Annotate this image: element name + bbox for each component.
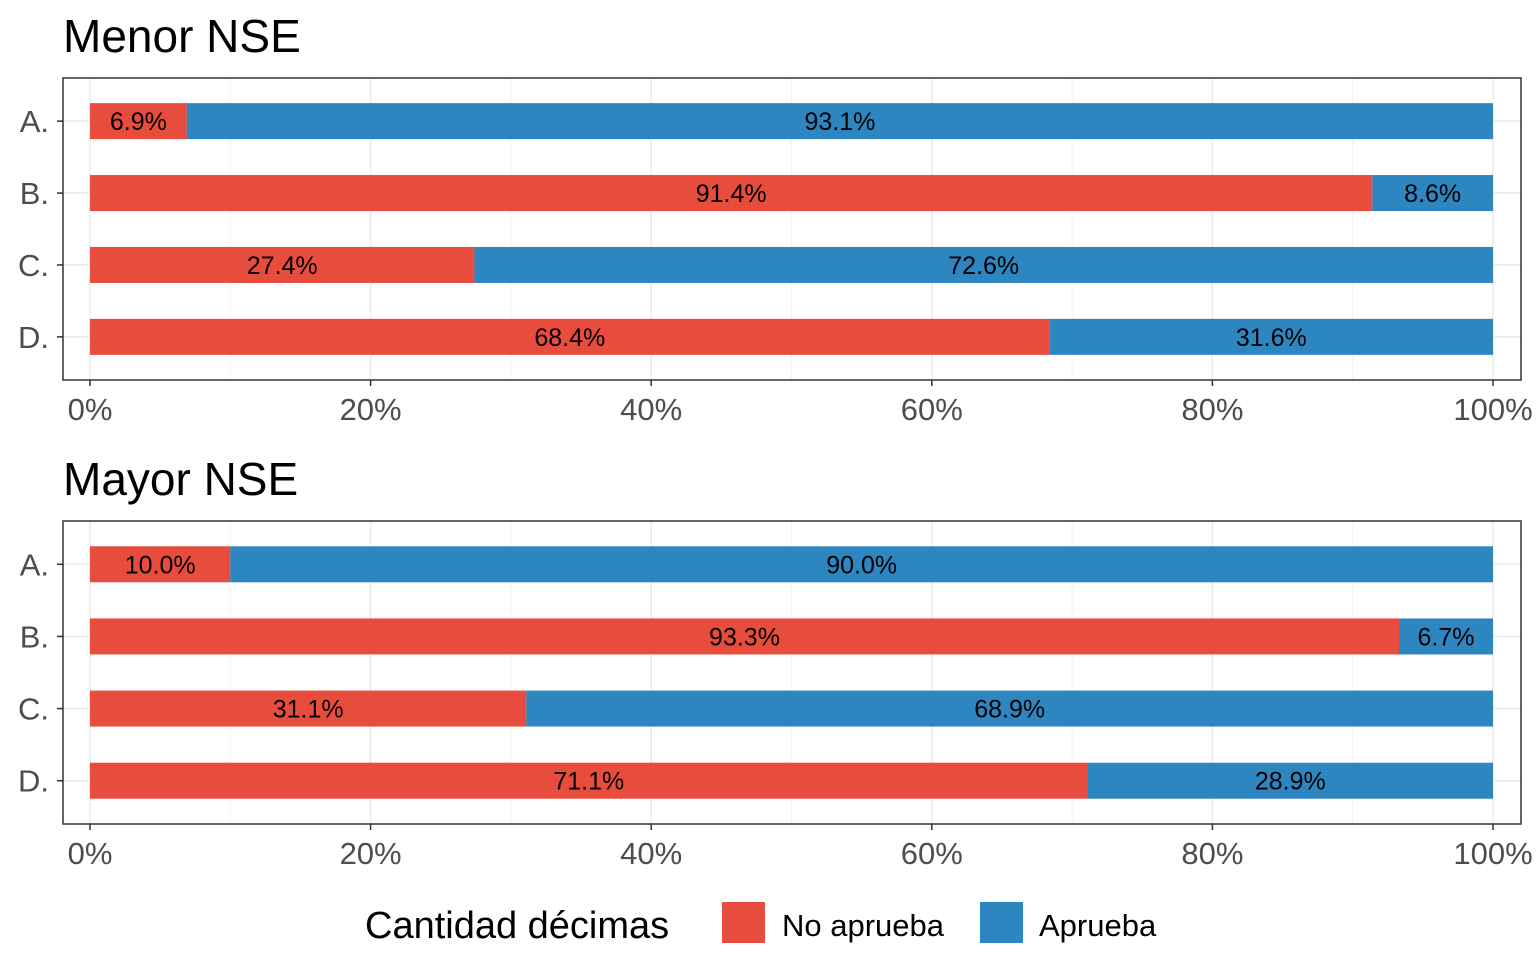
category-label: A.	[20, 104, 49, 139]
legend-title: Cantidad décimas	[365, 905, 669, 947]
category-label: B.	[20, 176, 49, 211]
bar-aprueba	[1087, 762, 1493, 799]
category-label: B.	[20, 619, 49, 654]
bar-aprueba	[526, 690, 1493, 727]
x-tick-label: 60%	[901, 392, 963, 427]
bar-no-aprueba	[90, 546, 231, 583]
legend-swatch	[980, 902, 1023, 943]
category-label: D.	[18, 764, 49, 799]
legend-swatch	[722, 902, 765, 943]
x-tick-label: 80%	[1181, 836, 1243, 871]
panel-border	[62, 520, 1522, 825]
bar-no-aprueba	[90, 318, 1050, 355]
bar-no-aprueba	[90, 246, 475, 283]
x-tick-label: 40%	[620, 392, 682, 427]
x-tick-label: 100%	[1453, 392, 1532, 427]
x-tick-label: 100%	[1453, 836, 1532, 871]
panel-border	[62, 77, 1522, 381]
bar-value-label: 31.1%	[273, 696, 344, 724]
bar-value-label: 28.9%	[1255, 768, 1326, 796]
x-tick-label: 0%	[68, 392, 113, 427]
bar-no-aprueba	[90, 618, 1399, 655]
bar-value-label: 90.0%	[826, 551, 897, 579]
category-label: C.	[18, 248, 49, 283]
chart-panel: Mayor NSE 10.0% 90.0% 93.3% 6.7% 31.1% 68.9% 71…	[18, 453, 1533, 871]
bar-value-label: 31.6%	[1236, 324, 1307, 352]
bar-aprueba	[186, 103, 1493, 140]
bar-value-label: 72.6%	[948, 252, 1019, 280]
x-tick-label: 60%	[901, 836, 963, 871]
bar-value-label: 93.3%	[709, 623, 780, 651]
x-tick-label: 0%	[68, 836, 113, 871]
bar-aprueba	[1372, 175, 1493, 212]
category-label: D.	[18, 320, 49, 355]
bar-no-aprueba	[90, 175, 1373, 212]
bar-value-label: 6.7%	[1418, 623, 1475, 651]
bar-aprueba	[474, 246, 1493, 283]
bar-aprueba	[230, 546, 1493, 583]
bar-value-label: 10.0%	[125, 551, 196, 579]
x-tick-label: 40%	[620, 836, 682, 871]
legend-label: Aprueba	[1039, 908, 1157, 943]
category-label: A.	[20, 547, 49, 582]
bar-value-label: 8.6%	[1404, 180, 1461, 208]
bar-no-aprueba	[90, 103, 187, 140]
bar-value-label: 6.9%	[110, 108, 167, 136]
bar-value-label: 68.9%	[974, 696, 1045, 724]
bar-value-label: 91.4%	[696, 180, 767, 208]
bar-value-label: 27.4%	[247, 252, 318, 280]
chart-title: Mayor NSE	[63, 453, 298, 505]
bar-aprueba	[1398, 618, 1493, 655]
x-tick-label: 20%	[340, 836, 402, 871]
legend: Cantidad décimas No aprueba Aprueba	[365, 902, 1157, 947]
chart-panel: Menor NSE 6.9% 93.1% 91.4% 8.6% 27.4% 72.6% 68.…	[18, 10, 1533, 427]
bar-value-label: 68.4%	[534, 324, 605, 352]
x-tick-label: 20%	[340, 392, 402, 427]
legend-label: No aprueba	[782, 908, 945, 943]
bar-value-label: 71.1%	[553, 768, 624, 796]
bar-no-aprueba	[90, 690, 527, 727]
chart-title: Menor NSE	[63, 10, 301, 62]
bar-no-aprueba	[90, 762, 1088, 799]
x-tick-label: 80%	[1181, 392, 1243, 427]
bar-aprueba	[1049, 318, 1493, 355]
category-label: C.	[18, 692, 49, 727]
bar-value-label: 93.1%	[804, 108, 875, 136]
